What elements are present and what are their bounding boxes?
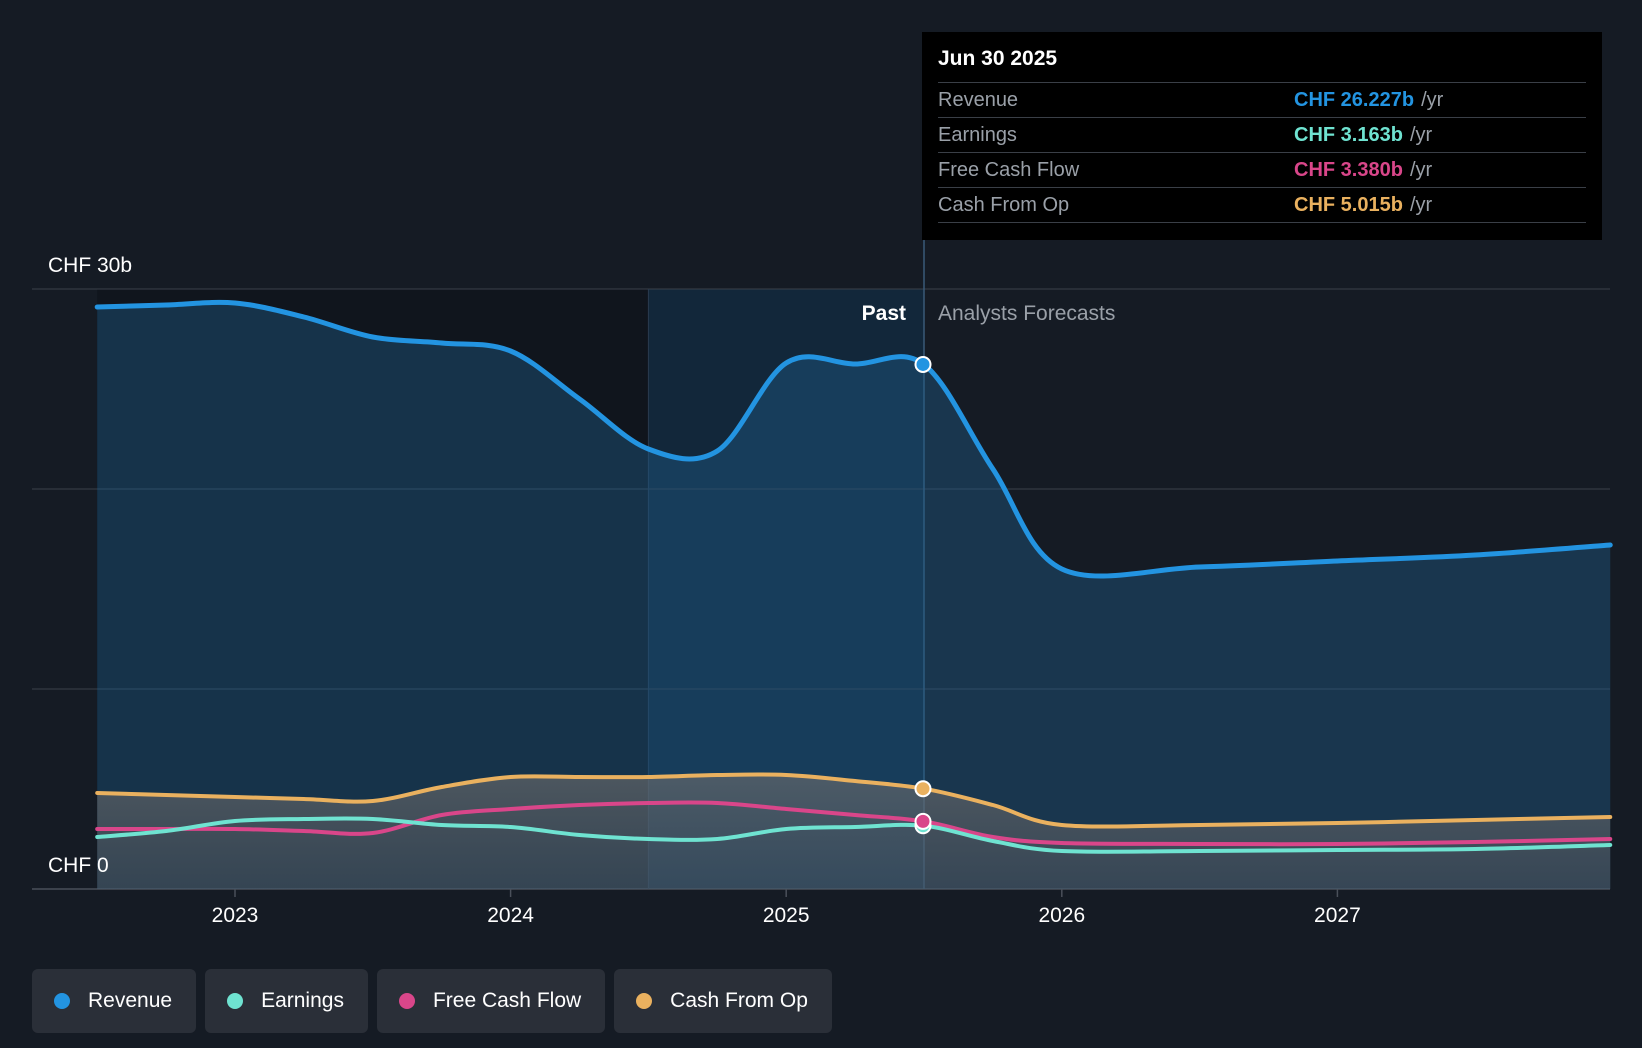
xtick-label: 2023: [212, 904, 259, 927]
cash-from-op-marker: [914, 780, 932, 798]
tooltip-date: Jun 30 2025: [938, 44, 1586, 83]
tooltip-unit: /yr: [1409, 159, 1433, 181]
xtick-label: 2025: [763, 904, 810, 927]
free-cash-flow-line: [95, 800, 1613, 847]
cash-from-op-line: [95, 772, 1613, 829]
legend-dot-icon: [54, 993, 70, 1009]
ytick-label-bottom: CHF 0: [48, 854, 109, 877]
legend-item-free-cash-flow[interactable]: Free Cash Flow: [376, 969, 606, 1033]
legend-label: Free Cash Flow: [432, 989, 582, 1012]
tooltip-unit: /yr: [1409, 124, 1433, 146]
tooltip-row-revenue: Revenue CHF 26.227b /yr: [938, 83, 1586, 118]
legend-dot-icon: [398, 993, 415, 1009]
past-label: Past: [862, 302, 906, 325]
cash-from-op-area: [97, 774, 1611, 889]
tooltip: Jun 30 2025 Revenue CHF 26.227b /yr Earn…: [922, 32, 1602, 240]
tooltip-value: CHF 3.163b: [1294, 124, 1403, 146]
ytick-label-top: CHF 30b: [48, 254, 132, 277]
legend-label: Earnings: [261, 989, 344, 1012]
revenue-area: [97, 302, 1611, 889]
legend-item-cash-from-op[interactable]: Cash From Op: [614, 969, 832, 1033]
legend-item-revenue[interactable]: Revenue: [32, 969, 197, 1033]
forecast-label: Analysts Forecasts: [938, 302, 1115, 325]
legend-dot-icon: [636, 993, 653, 1009]
revenue-marker: [914, 355, 932, 373]
tooltip-row-free-cash-flow: Free Cash Flow CHF 3.380b /yr: [938, 153, 1586, 188]
tooltip-row-cash-from-op: Cash From Op CHF 5.015b /yr: [938, 188, 1586, 223]
tooltip-row-earnings: Earnings CHF 3.163b /yr: [938, 118, 1586, 153]
legend-item-earnings[interactable]: Earnings: [205, 969, 368, 1033]
legend-label: Cash From Op: [670, 989, 808, 1012]
tooltip-unit: /yr: [1421, 89, 1444, 111]
free-cash-flow-marker: [914, 812, 932, 830]
revenue-line: [94, 299, 1613, 579]
tooltip-label: Cash From Op: [938, 194, 1070, 216]
xtick-label: 2026: [1038, 904, 1085, 927]
tooltip-value: CHF 3.380b: [1294, 159, 1403, 181]
legend-dot-icon: [227, 993, 244, 1009]
xtick-label: 2024: [487, 904, 534, 927]
earnings-line: [95, 816, 1613, 854]
legend: Revenue Earnings Free Cash Flow Cash Fro…: [32, 969, 832, 1033]
xtick-label: 2027: [1314, 904, 1361, 927]
tooltip-label: Earnings: [938, 124, 1017, 146]
legend-label: Revenue: [88, 989, 173, 1012]
tooltip-label: Revenue: [938, 89, 1019, 111]
tooltip-label: Free Cash Flow: [938, 159, 1080, 181]
tooltip-value: CHF 26.227b: [1294, 89, 1415, 111]
tooltip-unit: /yr: [1409, 194, 1433, 216]
tooltip-value: CHF 5.015b: [1294, 194, 1403, 216]
